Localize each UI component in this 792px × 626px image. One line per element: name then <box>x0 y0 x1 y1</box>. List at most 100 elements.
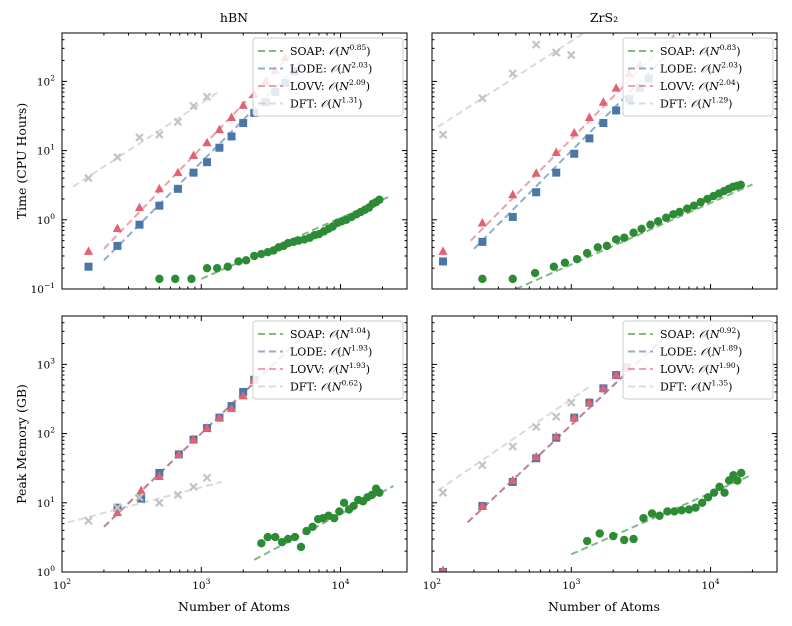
point-lovv <box>611 370 621 379</box>
point-soap <box>697 498 707 507</box>
point-soap <box>620 535 629 545</box>
point-lovv <box>584 397 595 407</box>
point-soap <box>620 233 629 242</box>
point-dft <box>173 490 183 500</box>
point-soap <box>155 274 164 284</box>
fit-line-dft <box>72 92 218 188</box>
fit-line-soap <box>515 183 753 289</box>
point-dft <box>508 69 518 78</box>
point-soap <box>296 542 306 552</box>
legend-entry-lode: LODE: 𝒪(N1.93) <box>290 344 372 359</box>
legend-entry-dft: DFT: 𝒪(N0.62) <box>290 379 362 394</box>
point-lode <box>585 134 594 143</box>
point-soap <box>572 254 582 264</box>
point-soap <box>241 256 251 265</box>
point-lovv <box>226 112 237 122</box>
point-lode <box>239 119 248 128</box>
point-soap <box>629 534 638 544</box>
point-soap <box>709 488 719 497</box>
point-lode <box>135 220 144 229</box>
point-soap <box>302 526 311 536</box>
point-dft <box>84 173 93 183</box>
legend-entry-dft: DFT: 𝒪(N1.29) <box>660 96 732 111</box>
legend-frame <box>252 320 404 400</box>
point-lovv <box>477 500 487 510</box>
point-soap <box>335 507 344 516</box>
legend-entry-soap: SOAP: 𝒪(N0.92) <box>660 326 741 341</box>
point-dft <box>438 130 448 139</box>
point-lovv <box>112 223 123 232</box>
point-dft <box>189 101 198 111</box>
point-dft <box>135 133 144 142</box>
fit-line-lovv <box>470 34 676 242</box>
legend-entry-soap: SOAP: 𝒪(N1.04) <box>290 326 371 341</box>
y-axis-label-memory: Peak Memory (GB) <box>14 384 29 504</box>
x-axis-label-left: Number of Atoms <box>178 599 290 614</box>
point-dft <box>478 460 487 470</box>
x-tick-label: 102 <box>423 577 441 592</box>
point-lovv <box>569 412 579 422</box>
point-dft <box>173 117 183 127</box>
fit-line-soap <box>253 485 394 561</box>
point-soap <box>691 503 700 512</box>
point-lovv <box>551 147 561 156</box>
chart-panel-2: SOAP: 𝒪(N0.83) LODE: 𝒪(N2.03) LOVV: 𝒪(N2.0… <box>431 32 778 290</box>
x-axis-label-right: Number of Atoms <box>548 599 660 614</box>
series-soap <box>257 484 384 552</box>
point-soap <box>715 482 724 492</box>
point-lode <box>189 168 198 177</box>
point-lovv <box>598 383 608 392</box>
point-soap <box>647 509 657 518</box>
point-lode <box>84 262 93 271</box>
point-lovv <box>477 217 487 227</box>
legend-frame <box>252 37 404 117</box>
axes-frame <box>61 315 408 573</box>
point-soap <box>202 263 212 273</box>
point-lode <box>552 168 561 177</box>
point-soap <box>683 204 692 213</box>
point-lovv <box>438 246 448 255</box>
point-lovv <box>83 246 94 255</box>
point-soap <box>308 522 317 531</box>
point-dft <box>438 488 448 497</box>
y-tick-label: 102 <box>37 426 55 441</box>
point-soap <box>593 243 602 252</box>
point-soap <box>629 228 638 237</box>
plot-area <box>72 39 389 284</box>
panel-title-hbn: hBN <box>220 10 248 25</box>
point-soap <box>646 220 655 229</box>
chart-panel-1: 10−1 100 101 102 SOAP: 𝒪(N0.85) LODE: 𝒪(N2.03… <box>31 32 408 296</box>
legend: SOAP: 𝒪(N0.92) LODE: 𝒪(N1.89) LOVV: 𝒪(N1.9… <box>622 320 774 400</box>
point-lovv <box>569 127 579 137</box>
point-soap <box>582 536 592 546</box>
point-lovv <box>214 124 225 134</box>
legend: SOAP: 𝒪(N0.85) LODE: 𝒪(N2.03) LOVV: 𝒪(N2.0… <box>252 37 404 117</box>
plot-area <box>437 332 753 572</box>
point-soap <box>684 505 694 514</box>
point-soap <box>582 248 592 258</box>
series-dft <box>84 473 212 526</box>
y-tick-label: 101 <box>37 143 55 158</box>
series-soap <box>155 195 384 284</box>
point-lode <box>508 212 517 221</box>
point-lovv <box>598 97 608 106</box>
y-tick-label: 103 <box>37 356 55 371</box>
point-dft <box>189 482 198 492</box>
point-lovv <box>202 137 212 147</box>
point-dft <box>113 153 122 162</box>
point-lovv <box>238 390 248 400</box>
point-soap <box>375 195 384 204</box>
x-tick-label: 104 <box>331 577 349 592</box>
point-lovv <box>202 423 212 432</box>
point-dft <box>551 412 561 422</box>
y-tick-label: 101 <box>37 495 55 510</box>
x-tick-label: 104 <box>701 577 719 592</box>
legend-entry-dft: DFT: 𝒪(N1.31) <box>290 96 362 111</box>
point-soap <box>187 274 196 284</box>
legend-entry-lovv: LOVV: 𝒪(N1.93) <box>290 361 370 376</box>
panel-title-zrs2: ZrS₂ <box>590 10 618 25</box>
point-lode <box>439 257 448 266</box>
point-lode <box>570 149 579 158</box>
point-soap <box>250 251 259 261</box>
